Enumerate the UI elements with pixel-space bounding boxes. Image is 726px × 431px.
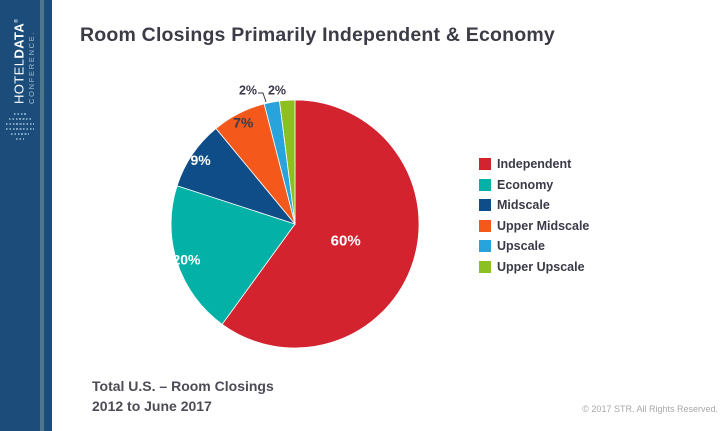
legend-item-midscale: Midscale — [479, 195, 589, 216]
data-label-upper-midscale: 7% — [233, 114, 254, 130]
data-label-midscale: 9% — [190, 152, 211, 168]
legend-swatch — [479, 178, 491, 191]
legend-swatch — [479, 260, 491, 273]
legend-item-upper-upscale: Upper Upscale — [479, 257, 589, 278]
legend-item-upper-midscale: Upper Midscale — [479, 216, 589, 237]
logo-word-conference: CONFERENCE. — [27, 30, 37, 104]
pie-slice-upper-upscale — [279, 99, 296, 225]
data-label-economy: 20% — [172, 251, 201, 267]
legend: Independent Economy Midscale Upper Midscale… — [479, 154, 589, 277]
legend-label: Upper Upscale — [497, 259, 585, 274]
legend-label: Economy — [497, 177, 554, 192]
logo-dot-row — [9, 118, 31, 120]
slide-title: Room Closings Primarily Independent & Ec… — [80, 24, 555, 46]
label-leader-line — [258, 92, 267, 103]
logo-word-data: DATA — [11, 22, 27, 59]
copyright-notice: © 2017 STR. All Rights Reserved. — [582, 404, 718, 414]
pie-slice-independent — [221, 99, 420, 349]
legend-label: Midscale — [497, 198, 550, 213]
legend-swatch — [479, 240, 491, 253]
logo-line1: HOTELDATA® — [10, 9, 26, 104]
hotel-data-conference-logo: HOTELDATA® CONFERENCE. — [10, 9, 36, 104]
logo-dots-icon — [0, 113, 40, 143]
data-label-upscale: 2% — [239, 84, 257, 98]
logo-dot-row — [14, 113, 26, 115]
legend-item-independent: Independent — [479, 154, 589, 175]
pie-slice-economy — [170, 185, 296, 325]
legend-swatch — [479, 199, 491, 212]
footnote: Total U.S. – Room Closings 2012 to June … — [92, 377, 274, 416]
legend-swatch — [479, 219, 491, 232]
legend-label: Upper Midscale — [497, 218, 590, 233]
footnote-line2: 2012 to June 2017 — [92, 397, 212, 414]
legend-label: Independent — [497, 157, 572, 172]
logo-dot-row — [16, 138, 24, 140]
logo-word-hotel: HOTEL — [11, 58, 27, 104]
sidebar-stripe — [40, 0, 44, 431]
sidebar: HOTELDATA® CONFERENCE. — [0, 0, 52, 431]
logo-dot-row — [6, 123, 34, 125]
legend-item-upscale: Upscale — [479, 236, 589, 257]
data-label-upper-upscale: 2% — [268, 84, 286, 98]
logo-trademark: ® — [14, 18, 20, 23]
logo-dot-row — [6, 128, 34, 130]
data-label-independent: 60% — [331, 233, 361, 250]
legend-item-economy: Economy — [479, 175, 589, 196]
legend-swatch — [479, 158, 491, 171]
pie-chart: 60% 20% 9% 7% 2% 2% — [170, 84, 420, 349]
logo-dot-row — [11, 133, 29, 135]
legend-label: Upscale — [497, 239, 545, 254]
footnote-line1: Total U.S. – Room Closings — [92, 378, 274, 394]
